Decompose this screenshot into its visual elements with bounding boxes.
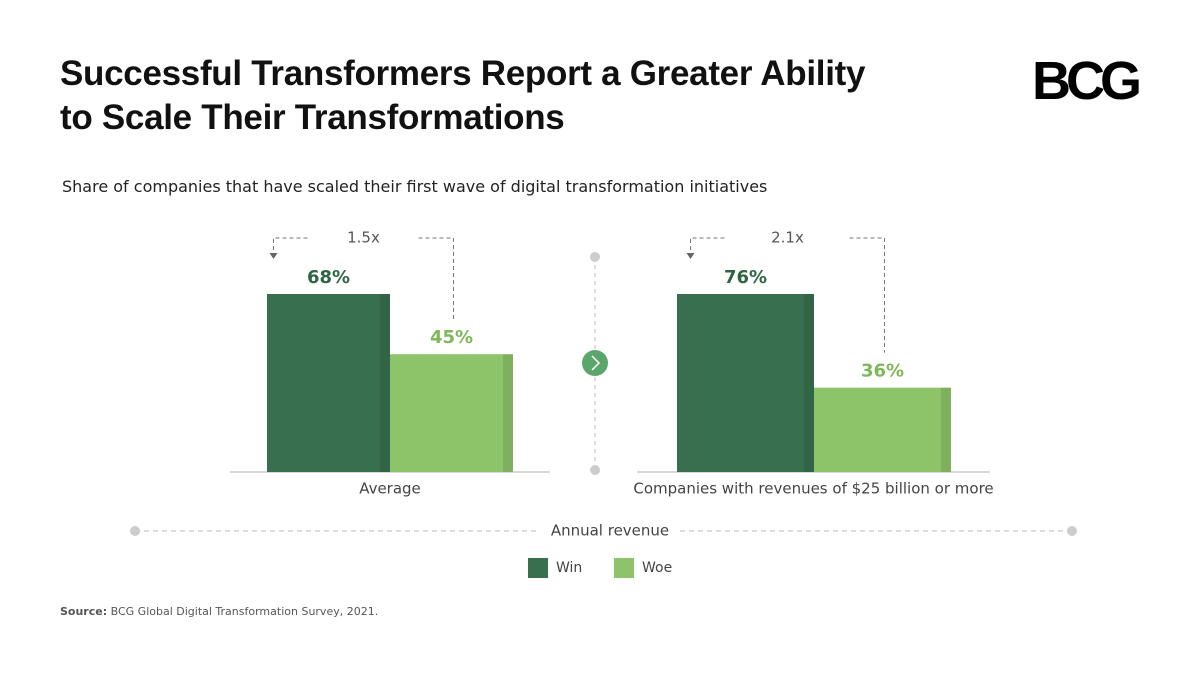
logo: BCG xyxy=(1032,51,1142,111)
source: Source: BCG Global Digital Transformatio… xyxy=(60,605,378,618)
x-axis-label: Annual revenue xyxy=(551,522,669,540)
value-label: 76% xyxy=(724,267,767,288)
title-line: Successful Transformers Report a Greater… xyxy=(60,54,866,93)
x-tick-label: Companies with revenues of $25 billion o… xyxy=(633,480,993,498)
divider-dot xyxy=(590,252,600,262)
title-line: to Scale Their Transformations xyxy=(60,98,565,137)
bar xyxy=(267,294,390,472)
subtitle: Share of companies that have scaled thei… xyxy=(62,177,768,196)
bar xyxy=(677,294,814,472)
source-label: Source: xyxy=(60,605,108,618)
arrow-icon xyxy=(591,355,601,371)
legend-swatch xyxy=(614,558,634,578)
divider-arrow xyxy=(582,350,608,376)
x-tick-label: Average xyxy=(359,480,421,498)
axis-dot xyxy=(130,526,140,536)
ratio-label: 2.1x xyxy=(771,229,804,247)
ratio-arrow xyxy=(269,253,278,259)
ratio-arrow xyxy=(686,253,695,259)
value-label: 45% xyxy=(430,327,473,348)
bar-edge xyxy=(380,294,390,472)
bar xyxy=(814,387,951,472)
divider-dot xyxy=(590,465,600,475)
value-label: 68% xyxy=(307,267,350,288)
ratio-label: 1.5x xyxy=(347,229,380,247)
source-text: BCG Global Digital Transformation Survey… xyxy=(110,605,379,618)
bar-edge xyxy=(804,294,814,472)
ratio-bracket xyxy=(273,237,454,320)
legend-swatch xyxy=(528,558,548,578)
bar xyxy=(390,354,513,472)
bar-edge xyxy=(503,354,513,472)
value-label: 36% xyxy=(861,361,904,382)
legend-label: Woe xyxy=(642,560,672,576)
legend-label: Win xyxy=(556,560,582,576)
bar-edge xyxy=(941,387,951,472)
ratio-bracket xyxy=(690,237,885,353)
chart-title: Successful Transformers Report a Greater… xyxy=(60,52,865,140)
axis-dot xyxy=(1067,526,1077,536)
